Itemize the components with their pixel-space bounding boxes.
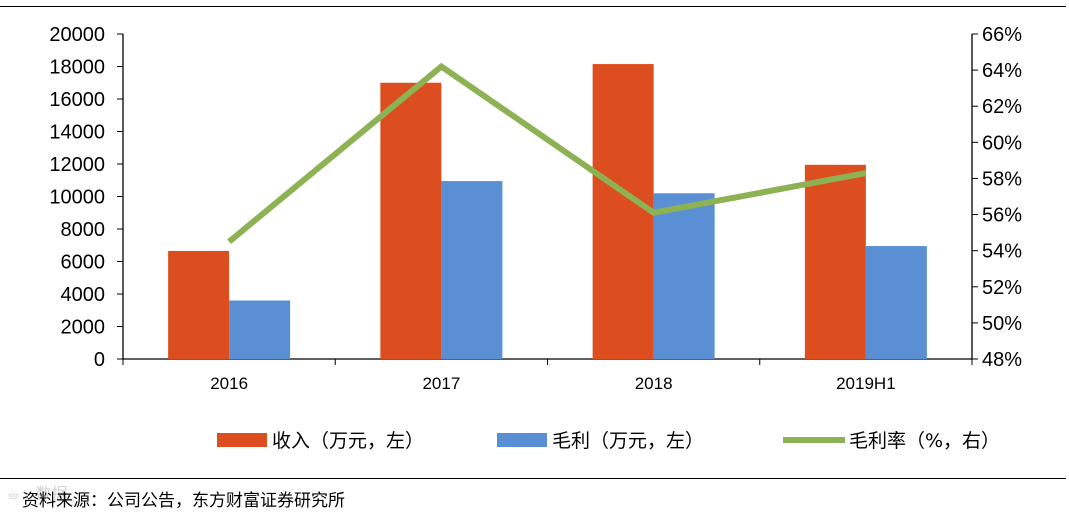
x-tick-label: 2019H1 xyxy=(836,374,896,393)
gross-margin-point xyxy=(653,212,655,214)
legend-label: 收入（万元，左） xyxy=(272,430,424,452)
left-tick-label: 18000 xyxy=(49,57,105,79)
x-tick-labels: 2016 2017 2018 2019H1 xyxy=(210,374,895,393)
x-tick-label: 2018 xyxy=(635,374,673,393)
right-tick-label: 48% xyxy=(982,349,1022,371)
revenue-bar xyxy=(804,164,866,359)
left-tick-label: 2000 xyxy=(61,317,106,339)
legend-swatch xyxy=(497,433,547,447)
top-rule xyxy=(0,6,1066,7)
right-tick-label: 52% xyxy=(982,277,1022,299)
legend-label: 毛利（万元，左） xyxy=(552,430,704,452)
right-tick-labels: 48% 50% 52% 54% 56% 58% 60% 62% 64% 66% xyxy=(982,24,1022,371)
revenue-bar xyxy=(380,82,442,359)
right-tick-label: 62% xyxy=(982,96,1022,118)
gross-profit-bar xyxy=(653,193,715,359)
right-tick-label: 60% xyxy=(982,132,1022,154)
revenue-bar xyxy=(592,64,654,359)
gross-profit-bar xyxy=(229,300,291,359)
right-tick-label: 54% xyxy=(982,241,1022,263)
left-tick-label: 0 xyxy=(94,349,105,371)
left-tick-label: 6000 xyxy=(61,252,106,274)
left-tick-label: 8000 xyxy=(61,219,106,241)
bottom-rule xyxy=(0,478,1066,479)
legend-swatch xyxy=(217,433,267,447)
legend-label: 毛利率（%，右） xyxy=(849,430,1000,452)
right-tick-label: 64% xyxy=(982,60,1022,82)
left-tick-label: 20000 xyxy=(49,24,105,46)
right-tick-label: 58% xyxy=(982,168,1022,190)
legend: 收入（万元，左） 毛利（万元，左） 毛利率（%，右） xyxy=(217,430,1000,452)
x-tick-label: 2016 xyxy=(210,374,248,393)
left-tick-label: 10000 xyxy=(49,187,105,209)
right-tick-label: 50% xyxy=(982,313,1022,335)
revenue-bar xyxy=(168,250,230,359)
x-tick-label: 2017 xyxy=(422,374,460,393)
left-tick-label: 14000 xyxy=(49,122,105,144)
margin-line xyxy=(227,62,867,244)
left-tick-labels: 0 2000 4000 6000 8000 10000 12000 14000 16000 180… xyxy=(49,24,105,371)
right-tick-label: 66% xyxy=(982,24,1022,46)
gross-profit-bar xyxy=(441,181,503,359)
gross-profit-bar xyxy=(865,246,927,359)
left-tick-label: 4000 xyxy=(61,284,106,306)
gross-margin-line xyxy=(227,62,867,244)
gross-margin-point xyxy=(228,241,230,243)
left-tick-label: 12000 xyxy=(49,154,105,176)
gross-margin-point xyxy=(440,66,442,67)
gross-margin-point xyxy=(865,172,867,174)
combo-chart: 2016 2017 2018 2019H1 0 2000 4000 6000 8000 1000… xyxy=(49,24,1022,452)
bars xyxy=(168,64,927,359)
source-note: 资料来源：公司公告，东方财富证券研究所 xyxy=(22,491,345,511)
right-tick-label: 56% xyxy=(982,205,1022,227)
watermark: ☕ · 数据 xyxy=(6,484,68,503)
left-tick-label: 16000 xyxy=(49,89,105,111)
